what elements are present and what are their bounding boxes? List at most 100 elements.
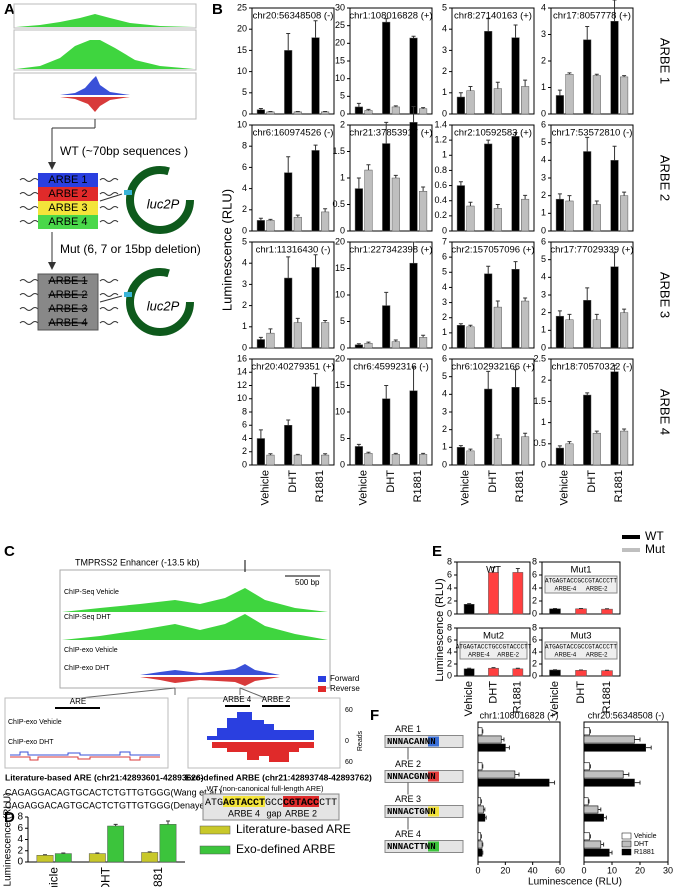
- y-tick-label: 0.2: [434, 210, 447, 220]
- y-tick-label: 15: [237, 45, 247, 55]
- y-tick-label: 4: [442, 282, 447, 292]
- y-tick-label: 2: [532, 658, 537, 668]
- bar: [284, 172, 293, 232]
- bar: [592, 204, 601, 232]
- legend-swatch: [621, 848, 632, 856]
- error-bar: [622, 75, 627, 77]
- element-highlight: [428, 841, 439, 852]
- bar: [409, 390, 418, 466]
- x-tick-label: R1881: [613, 470, 625, 502]
- y-tick-label: 0: [541, 459, 546, 469]
- y-tick-label: 0.5: [533, 438, 546, 448]
- error-bar: [594, 200, 599, 205]
- chart-title: chr6:102932166 (+): [451, 362, 534, 373]
- y-tick-label: 8: [242, 141, 247, 151]
- bar: [583, 770, 624, 779]
- y-tick-label: 4: [242, 258, 247, 268]
- bar: [456, 447, 465, 466]
- bar: [565, 200, 574, 232]
- x-tick-label: DHT: [385, 470, 397, 493]
- x-tick-label: 20: [500, 865, 510, 875]
- bar: [583, 39, 592, 115]
- seq-part: ATG: [205, 798, 223, 809]
- chart-title: chr20:56348508 (-): [588, 710, 665, 720]
- track-label: ChIP-Seq Vehicle: [64, 589, 119, 596]
- bar: [293, 216, 302, 232]
- error-bar: [585, 392, 590, 396]
- box-label: gap: [266, 808, 281, 818]
- y-tick-label: 6: [532, 634, 537, 644]
- bar: [521, 198, 530, 232]
- bar: [391, 341, 400, 349]
- bar: [583, 743, 646, 752]
- y-tick-label: 2: [442, 424, 447, 434]
- y-tick-label: 16: [237, 353, 247, 363]
- error-bar: [258, 217, 263, 221]
- error-bar: [356, 102, 361, 107]
- bar: [477, 813, 486, 822]
- error-bar: [515, 568, 520, 573]
- error-bar: [495, 434, 500, 439]
- y-tick-label: 0: [532, 670, 537, 680]
- track-label: ChIP-exo DHT: [8, 739, 54, 746]
- bar: [583, 727, 590, 736]
- chart-title: chr1:108016828 (+): [480, 710, 559, 720]
- chart-title: chr20:40279351 (+): [251, 362, 334, 373]
- x-tick-label: Vehicle: [260, 470, 272, 505]
- x-tick-label: R1881: [314, 470, 326, 502]
- y-tick-label: 0: [242, 108, 247, 118]
- bar: [583, 805, 599, 814]
- bar: [382, 21, 391, 115]
- error-bar: [295, 317, 300, 323]
- y-tick-label: 10: [335, 406, 345, 416]
- x-tick-label: R1881: [601, 681, 613, 713]
- error-bar: [411, 35, 416, 39]
- bar: [477, 743, 506, 752]
- error-bar: [491, 566, 496, 573]
- y-tick-label: 0: [442, 342, 447, 352]
- bar: [382, 398, 391, 466]
- bar: [311, 267, 320, 349]
- y-tick-label: 10: [237, 66, 247, 76]
- element-name: ARE 3: [395, 794, 421, 804]
- plasmid-label: luc2P: [147, 298, 180, 313]
- reads-tick: 60: [345, 759, 353, 766]
- error-bar: [258, 429, 263, 439]
- x-axis-title: Luminescence (RLU): [528, 877, 622, 887]
- error-bar: [366, 451, 371, 454]
- bar: [321, 322, 330, 349]
- y-axis-title: Luminescence (RLU): [3, 793, 14, 887]
- wt-text: WT (~70bp sequences ): [60, 144, 188, 158]
- y-tick-label: 20: [335, 353, 345, 363]
- annotation-label: ARBE-4: [468, 653, 490, 659]
- x-tick-label: Vehicle: [460, 470, 472, 505]
- y-tick-label: 0: [447, 608, 452, 618]
- y-tick-label: 6: [532, 569, 537, 579]
- y-tick-label: 6: [242, 420, 247, 430]
- y-tick-label: 20: [335, 236, 345, 246]
- y-tick-label: 2: [447, 658, 452, 668]
- error-bar: [356, 343, 361, 345]
- y-tick-label: 3: [442, 45, 447, 55]
- y-tick-label: 10: [335, 289, 345, 299]
- motif-label: ARBE 4: [223, 695, 252, 704]
- x-tick-label: 30: [663, 865, 673, 875]
- plot-frame: [349, 7, 433, 115]
- chart-title: chr8:27140163 (+): [454, 11, 532, 22]
- bar: [293, 454, 302, 466]
- motif-label: ARBE 2: [262, 695, 291, 704]
- exo-reverse: [192, 742, 314, 762]
- panel-label: C: [4, 543, 15, 560]
- y-tick-label: 5: [442, 267, 447, 277]
- bar: [511, 136, 520, 232]
- y-tick-label: 0.4: [434, 195, 447, 205]
- bar: [565, 74, 574, 115]
- x-tick-label: 20: [635, 865, 645, 875]
- bar: [477, 762, 483, 771]
- peak: [16, 14, 194, 27]
- bar: [583, 840, 602, 849]
- y-tick-label: 12: [237, 380, 247, 390]
- x-tick-label: Vehicle: [549, 681, 561, 716]
- y-tick-label: 15: [335, 380, 345, 390]
- element-motif: NNNACTTNN: [387, 842, 436, 852]
